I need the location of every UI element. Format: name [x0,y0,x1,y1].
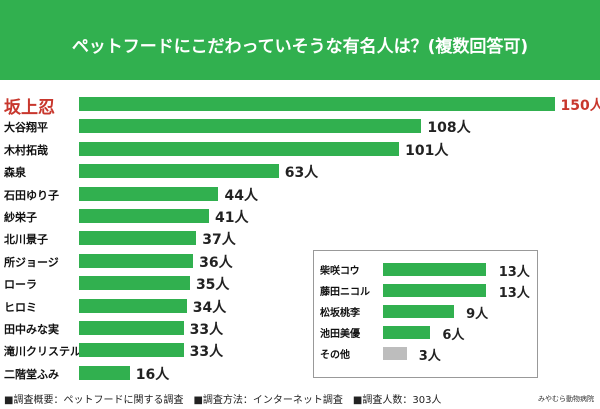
category-label: 田中みな実 [4,323,59,336]
bar [79,321,184,335]
category-label: 坂上忍 [4,98,55,118]
inset-value-label: 6人 [442,328,465,343]
inset-category-label: 柴咲コウ [320,266,360,277]
bar [79,119,422,134]
inset-bar [383,263,486,276]
category-label: 森泉 [4,166,26,180]
inset-value-label: 9人 [466,307,489,322]
inset-value-label: 3人 [418,349,441,364]
bar [79,141,400,156]
bar [79,164,279,179]
value-label: 34人 [192,299,227,316]
bar [79,209,209,223]
credit: みやむら動物病院 [538,395,594,403]
category-label: 石田ゆり子 [4,188,59,202]
category-label: ローラ [4,278,37,292]
value-label: 16人 [135,366,170,383]
inset-value-label: 13人 [498,265,530,280]
category-label: 大谷翔平 [4,121,48,135]
value-label: 63人 [284,165,319,182]
bar [79,276,190,291]
value-label: 41人 [214,210,249,226]
inset-category-label: 池田美優 [320,329,360,340]
bar [79,97,555,111]
inset-bar [383,284,486,297]
category-label: 滝川クリステル [4,345,81,359]
value-label: 35人 [195,277,230,294]
inset-category-label: 松坂桃李 [320,308,360,319]
chart-title: ペットフードにこだわっていそうな有名人は？(複数回答可) [71,37,529,57]
value-label: 36人 [199,254,233,271]
inset-bar-chart: 柴咲コウ 13人 藤田ニコル 13人 松坂桃李 9人 池田美優 6人 その他 3人 [313,250,538,378]
category-label: 紗栄子 [4,211,37,224]
category-label: 所ジョージ [4,255,59,269]
category-label: 二階堂ふみ [4,367,59,381]
header-banner: ペットフードにこだわっていそうな有名人は？(複数回答可) [0,0,600,80]
value-label: 44人 [224,187,258,204]
value-label: 33人 [189,322,224,338]
value-label: 108人 [427,120,471,137]
value-label: 37人 [202,232,236,249]
value-label: 33人 [189,344,224,361]
value-label: 101人 [405,142,449,159]
category-label: 木村拓哉 [4,143,48,157]
inset-bar [383,305,455,318]
bar [79,231,197,246]
bar [79,365,130,380]
bar [79,186,219,201]
category-label: 北川景子 [4,233,48,247]
category-label: ヒロミ [4,300,37,314]
survey-note: ■調査概要：ペットフードに関する調査 ■調査方法：インターネット調査 ■調査人数… [4,395,442,406]
inset-category-label: 藤田ニコル [320,287,370,298]
inset-bar [383,347,407,360]
inset-category-label: その他 [320,350,350,361]
bar [79,343,184,358]
bar [79,298,187,313]
value-label: 150人 [560,98,600,114]
bar [79,253,194,268]
inset-value-label: 13人 [498,286,530,301]
inset-bar [383,326,431,339]
